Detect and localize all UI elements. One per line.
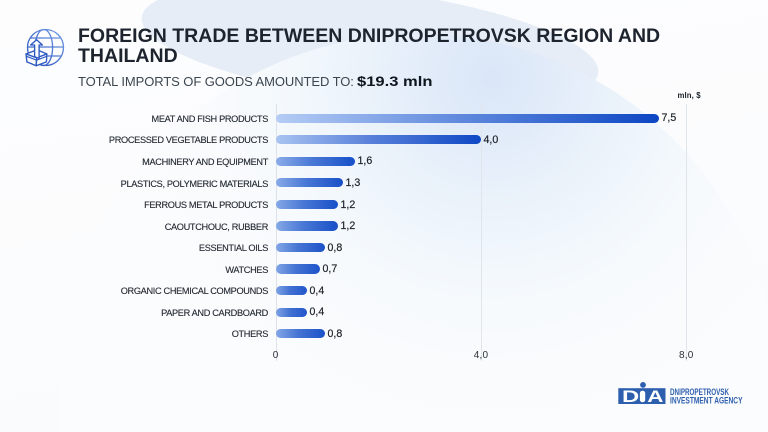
svg-text:D: D [622,388,640,406]
svg-text:A: A [647,388,664,406]
svg-text:DNIPROPETROVSK: DNIPROPETROVSK [670,387,729,398]
svg-text:INVESTMENT AGENCY: INVESTMENT AGENCY [670,396,743,407]
